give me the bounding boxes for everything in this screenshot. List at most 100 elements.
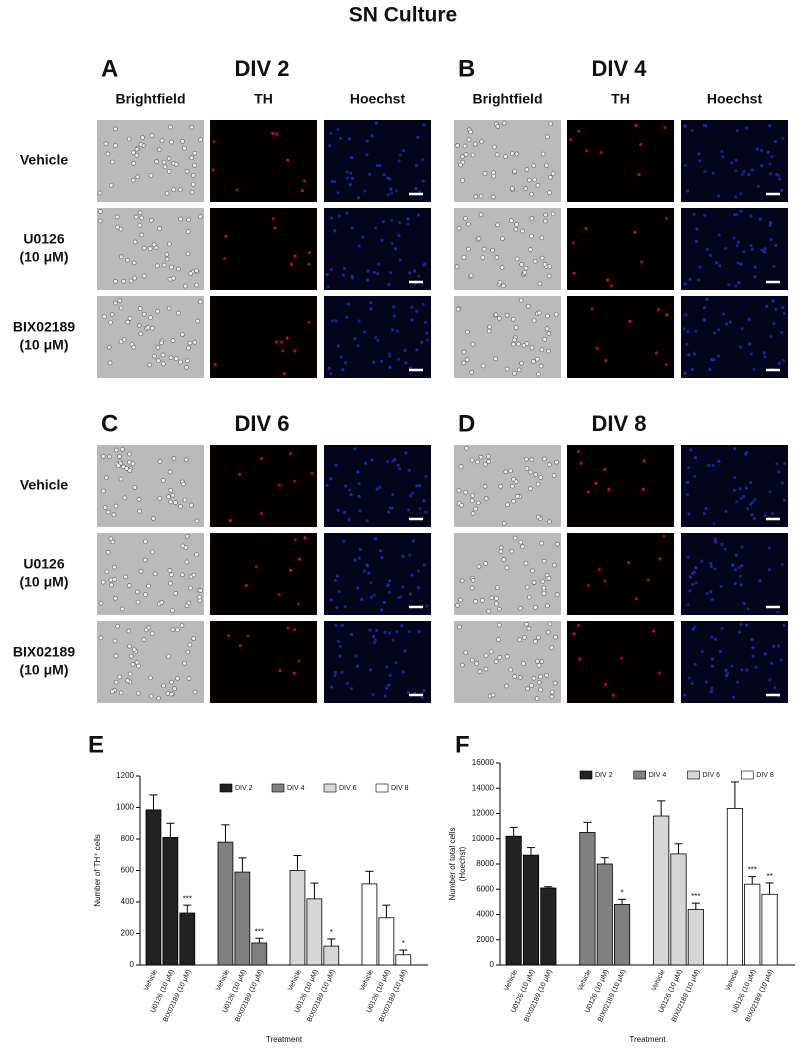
cell [512,371,517,376]
cell [508,667,514,673]
cell [768,172,773,176]
micrograph [454,445,561,527]
cell [198,588,203,593]
micrograph [454,296,561,378]
legend-label: DIV 6 [339,785,357,792]
cell [687,676,691,680]
cell [710,635,714,639]
cell [170,493,176,498]
cell [407,629,411,633]
cell [725,673,729,678]
cell [282,371,286,376]
cell [392,314,396,318]
cell [335,605,339,610]
cell [544,163,549,168]
cell [192,339,198,345]
y-tick-label: 16000 [472,758,495,767]
cell [734,284,738,288]
cell [192,150,198,156]
cell [461,360,467,366]
cell [113,595,118,601]
cell [707,463,711,468]
cell [735,500,739,504]
cell [662,534,666,538]
cell [143,539,148,544]
micrograph [210,296,317,378]
cell [758,217,762,221]
cell [382,600,386,605]
cell [375,487,379,491]
cell [334,463,338,467]
cell [157,459,163,464]
cell [657,671,662,675]
cell [184,168,190,174]
cell [730,161,734,165]
cell [472,141,478,147]
cell [686,330,690,334]
cell [110,689,115,694]
cell [184,533,190,539]
cell [387,282,391,286]
cell [422,563,427,567]
cell [418,506,422,511]
cell [118,305,124,311]
cell [482,461,488,467]
x-tick-label: Vehicle [725,969,741,993]
cell [394,189,399,193]
cell [739,209,743,213]
cell [722,312,726,316]
cell [459,503,464,508]
cell [529,683,534,688]
cell [173,161,179,167]
micrograph [210,533,317,615]
cell [145,325,151,330]
image-background [210,533,317,615]
cell [293,254,297,258]
cell [353,447,357,451]
cell [531,675,537,681]
cell [741,495,746,499]
cell [410,573,414,577]
y-tick-label: 800 [121,834,135,843]
cell [167,568,173,573]
cell [164,190,170,196]
cell [756,184,761,188]
cell [533,639,538,644]
cell [424,474,428,478]
cell [768,220,773,225]
cell [289,452,293,456]
cell [361,235,365,239]
cell [584,226,588,231]
cell [125,319,130,325]
cell [752,367,756,371]
cell [116,463,121,469]
cell [131,344,136,350]
cell [425,604,429,608]
cell [513,325,519,330]
image-background [210,208,317,290]
cell [358,509,362,513]
cell [422,123,426,127]
cell [717,328,721,332]
cell [494,255,500,260]
cell [128,278,134,284]
cell [685,492,689,497]
cell [151,516,156,521]
cell [586,583,590,587]
cell [113,447,119,453]
cell [407,508,411,512]
cell [455,306,461,312]
cell [772,264,776,269]
cell [733,476,737,480]
cell [329,477,333,481]
image-background [324,445,431,527]
legend-label: DIV 4 [649,772,667,779]
cell [365,564,370,568]
cell [246,634,250,638]
cell [753,265,758,269]
cell [166,305,172,311]
cell [130,177,136,183]
cell [746,506,750,511]
cell [191,572,197,578]
cell [275,132,279,136]
